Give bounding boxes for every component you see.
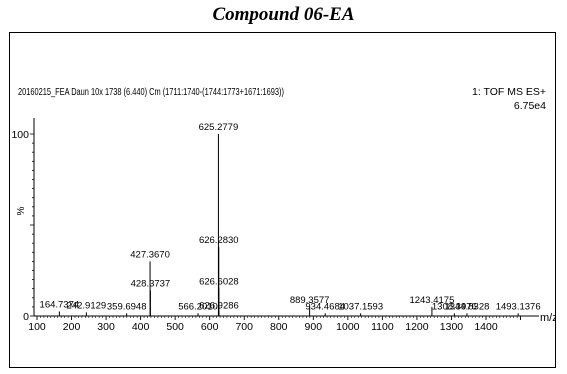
x-axis-tick-label: 200 <box>63 321 81 333</box>
spectrum-header-left: 20160215_FEA Daun 10x 1738 (6.440) Cm (1… <box>18 86 284 98</box>
peak-label: 1344.8328 <box>444 301 489 312</box>
peak-label: 626.2830 <box>199 235 239 246</box>
mass-spectrum-chart: 20160215_FEA Daun 10x 1738 (6.440) Cm (1… <box>11 86 556 333</box>
x-axis-tick-label: 1400 <box>474 321 498 333</box>
peak-label: 566.2010 <box>178 301 218 312</box>
peak-label: 1308.3976 <box>432 301 477 312</box>
peak-label: 625.2779 <box>199 122 239 133</box>
x-axis-tick-labels: 100 200 300 400 500 600 700 800 900 1000 1100 1200 1… <box>28 321 498 333</box>
y-axis-tick-label: 0 <box>23 311 29 323</box>
peak-label: 1037.1593 <box>338 301 383 312</box>
peak-label: 242.9129 <box>67 300 107 311</box>
x-axis-tick-label: 600 <box>201 321 219 333</box>
x-axis-tick-label: 1200 <box>405 321 429 333</box>
peak-labels: 625.2779 626.2830 427.3670 428.3737 626.6028… <box>40 122 541 312</box>
x-axis-tick-label: 1300 <box>440 321 464 333</box>
peak-label: 934.4684 <box>305 301 345 312</box>
x-axis-tick-label: 100 <box>28 321 46 333</box>
spectrum-header-right-2: 6.75e4 <box>514 100 546 112</box>
peak-label: 1493.1376 <box>496 301 541 312</box>
figure-title: Compound 06-EA <box>212 4 355 25</box>
y-axis-tick-label: 100 <box>11 129 29 141</box>
spectrum-frame <box>9 32 556 368</box>
x-axis-label: m/z <box>540 312 556 324</box>
x-axis-tick-label: 500 <box>166 321 184 333</box>
x-axis-tick-label: 700 <box>235 321 253 333</box>
x-axis-tick-label: 400 <box>132 321 150 333</box>
y-axis-minor-ticks <box>30 133 34 317</box>
peak-label: 359.6948 <box>107 301 147 312</box>
peak-label: 626.6028 <box>199 277 239 288</box>
peak-label: 626.9286 <box>199 300 239 311</box>
y-axis-label: % <box>16 206 27 215</box>
x-axis-minor-ticks <box>36 316 521 320</box>
x-axis-tick-label: 800 <box>270 321 288 333</box>
peak-label: 1243.4175 <box>409 295 454 306</box>
x-axis-tick-label: 1100 <box>371 321 394 333</box>
x-axis-tick-label: 300 <box>97 321 115 333</box>
peak-label: 164.7374 <box>40 299 80 310</box>
spectrum-peaks <box>58 134 519 316</box>
x-axis-tick-label: 900 <box>305 321 323 333</box>
spectrum-header-right-1: 1: TOF MS ES+ <box>472 86 546 98</box>
y-axis-tick-labels: 0 100 <box>11 129 29 323</box>
peak-label: 889.3577 <box>290 295 330 306</box>
peak-label: 428.3737 <box>131 279 171 290</box>
x-axis-tick-label: 1000 <box>336 321 360 333</box>
peak-label: 427.3670 <box>130 249 170 260</box>
